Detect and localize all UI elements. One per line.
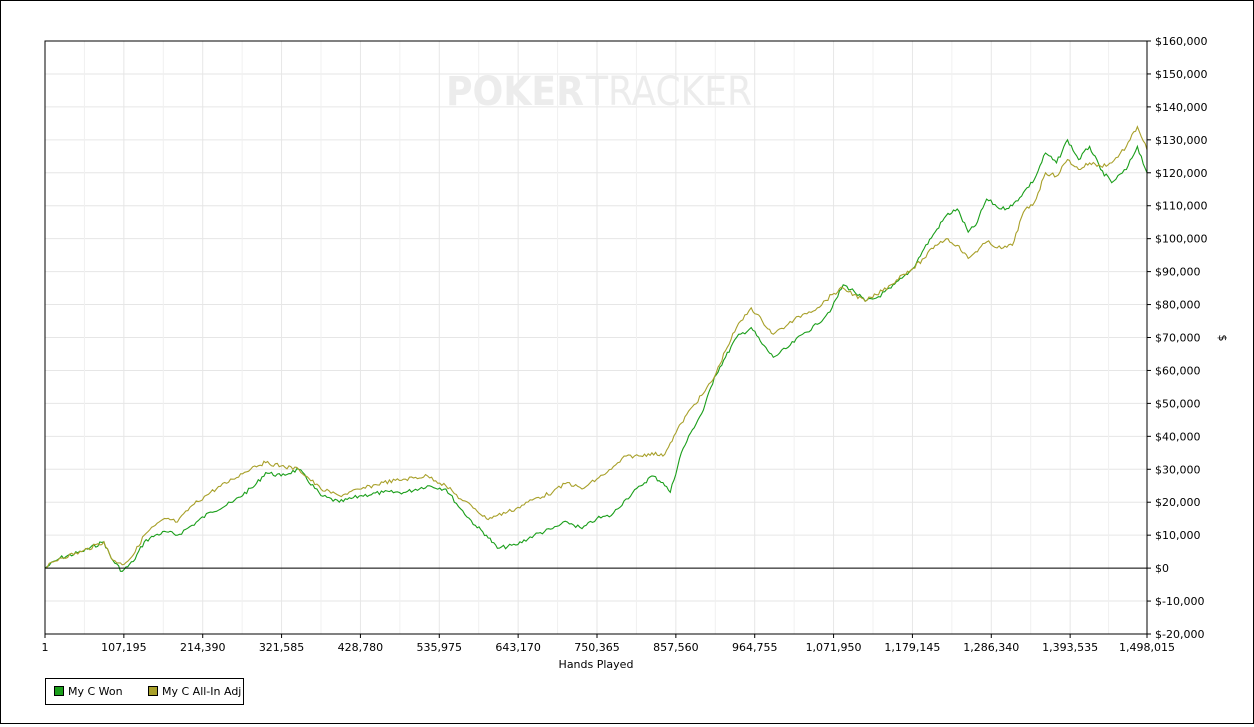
series-lines <box>44 125 1148 572</box>
legend-label-won: My C Won <box>68 685 123 698</box>
legend-item-won: My C Won <box>54 686 123 698</box>
x-tick-label: 1,498,015 <box>1119 641 1175 654</box>
x-tick-label: 1 <box>42 641 49 654</box>
legend: My C Won My C All-In Adj <box>45 678 244 705</box>
y-tick-label: $30,000 <box>1155 463 1201 476</box>
y-axis-title: $ <box>1216 335 1229 342</box>
x-tick-label: 1,286,340 <box>963 641 1019 654</box>
y-tick-label: $40,000 <box>1155 430 1201 443</box>
y-tick-label: $140,000 <box>1155 101 1208 114</box>
y-tick-label: $70,000 <box>1155 332 1201 345</box>
y-tick-label: $20,000 <box>1155 496 1201 509</box>
y-tick-label: $60,000 <box>1155 364 1201 377</box>
legend-swatch-allin <box>148 686 158 696</box>
y-tick-label: $-20,000 <box>1155 628 1204 641</box>
y-tick-label: $80,000 <box>1155 299 1201 312</box>
x-tick-label: 321,585 <box>259 641 305 654</box>
watermark: POKER TRACKER <box>446 69 752 115</box>
x-tick-label: 857,560 <box>653 641 699 654</box>
watermark-tracker: TRACKER <box>585 69 752 115</box>
legend-label-allin: My C All-In Adj <box>162 685 242 698</box>
legend-item-allin: My C All-In Adj <box>148 686 241 698</box>
y-tick-label: $130,000 <box>1155 134 1208 147</box>
x-tick-label: 535,975 <box>417 641 463 654</box>
y-axis-ticks: $160,000 $150,000 $140,000 $130,000 $120,000… <box>1147 35 1208 641</box>
x-axis-title: Hands Played <box>559 658 634 671</box>
legend-swatch-won <box>54 686 64 696</box>
watermark-poker: POKER <box>446 69 584 115</box>
y-tick-label: $50,000 <box>1155 397 1201 410</box>
x-tick-label: 1,071,950 <box>806 641 862 654</box>
x-tick-label: 643,170 <box>495 641 541 654</box>
series-line-0 <box>44 138 1148 572</box>
y-tick-label: $-10,000 <box>1155 595 1204 608</box>
y-tick-label: $110,000 <box>1155 200 1208 213</box>
y-tick-label: $10,000 <box>1155 529 1201 542</box>
x-tick-label: 428,780 <box>338 641 384 654</box>
series-line-1 <box>44 125 1148 569</box>
x-axis-ticks: 1 107,195 214,390 321,585 428,780 535,975 643,… <box>42 634 1175 654</box>
x-tick-label: 1,179,145 <box>884 641 940 654</box>
y-tick-label: $100,000 <box>1155 233 1208 246</box>
y-tick-label: $160,000 <box>1155 35 1208 48</box>
x-tick-label: 107,195 <box>101 641 147 654</box>
x-tick-label: 1,393,535 <box>1042 641 1098 654</box>
y-tick-label: $0 <box>1155 562 1169 575</box>
gridlines <box>44 40 1148 635</box>
x-tick-label: 750,365 <box>574 641 620 654</box>
x-tick-label: 964,755 <box>732 641 778 654</box>
y-tick-label: $90,000 <box>1155 266 1201 279</box>
y-tick-label: $150,000 <box>1155 68 1208 81</box>
y-tick-label: $120,000 <box>1155 167 1208 180</box>
x-tick-label: 214,390 <box>180 641 226 654</box>
